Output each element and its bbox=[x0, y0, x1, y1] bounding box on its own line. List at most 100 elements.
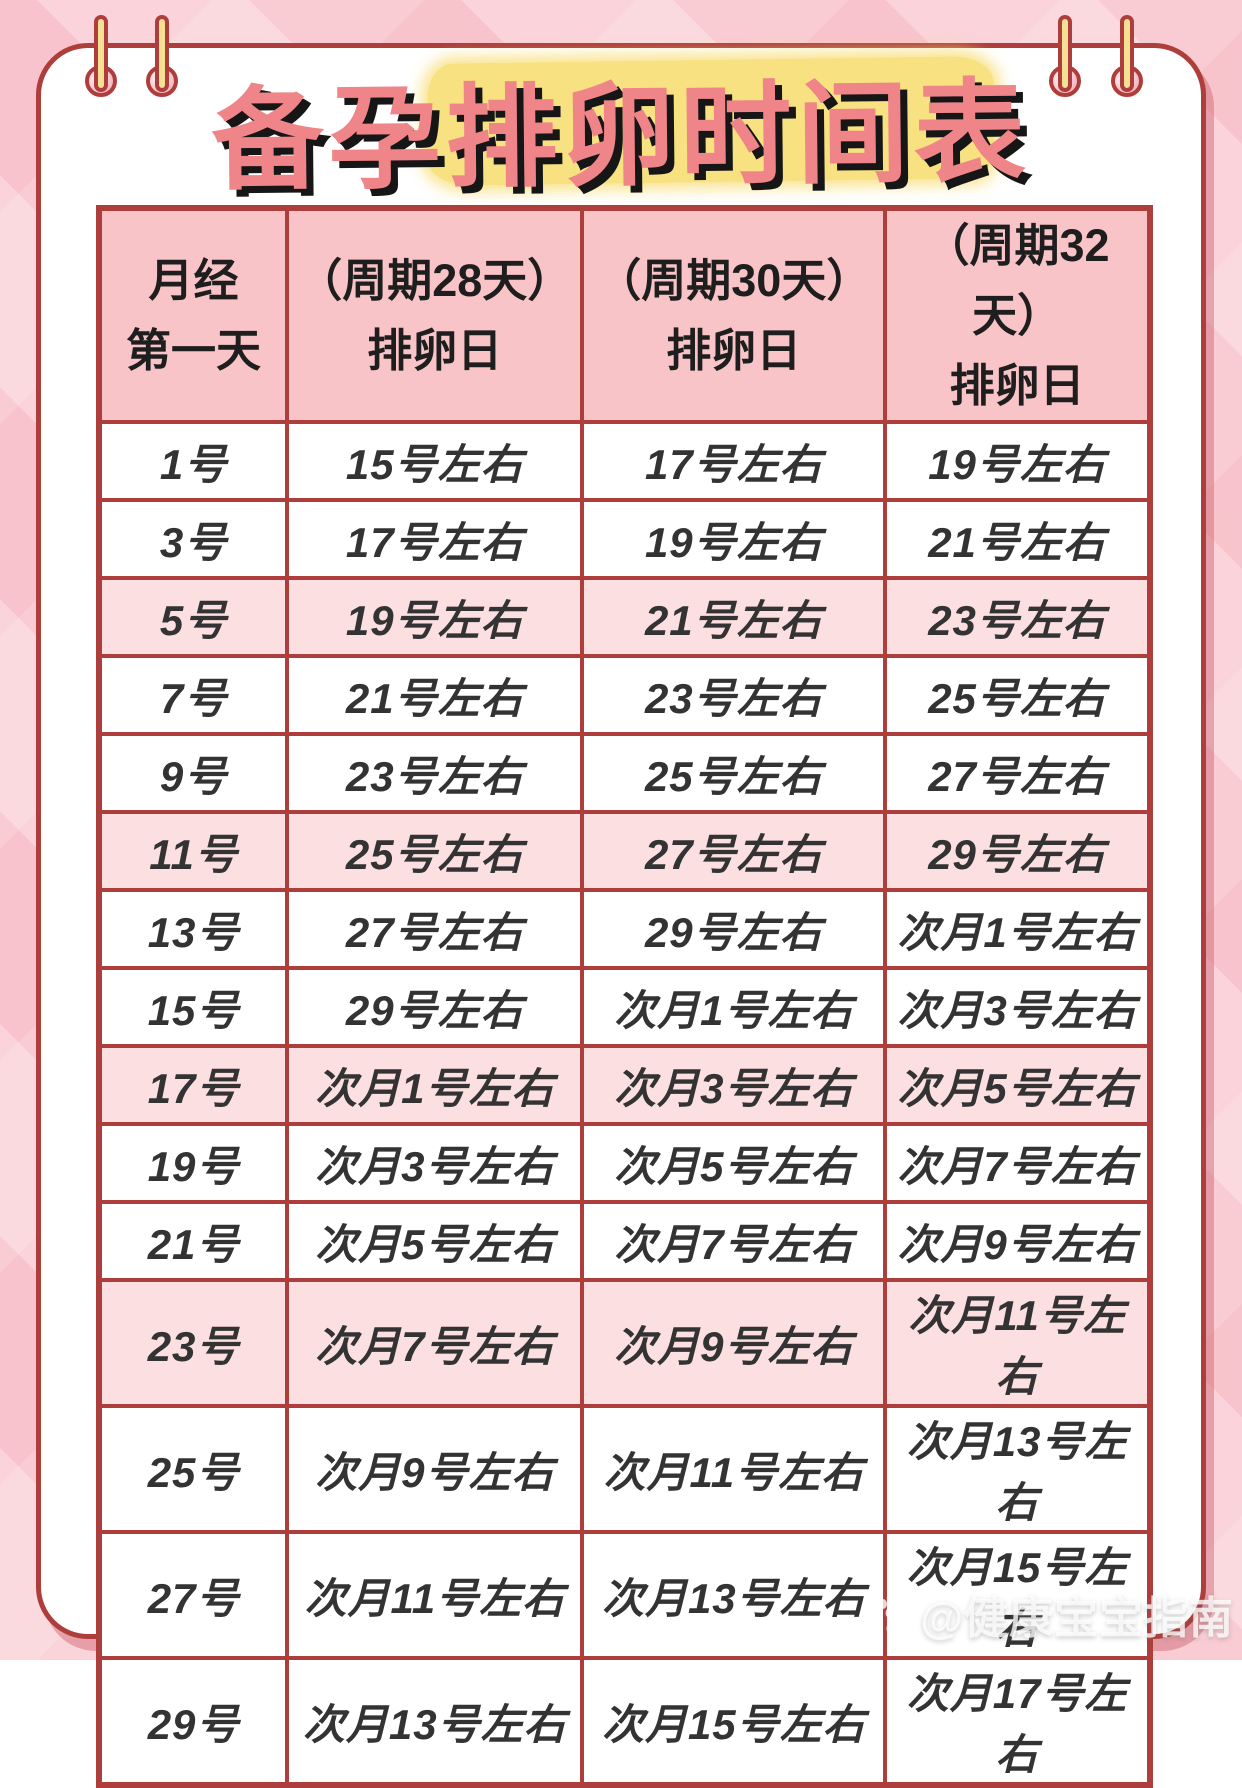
cell-period-day: 7号 bbox=[96, 654, 290, 737]
cell-ovulation-c30: 次月11号左右 bbox=[580, 1404, 888, 1535]
ovulation-table: 月经 第一天 （周期28天） 排卵日 （周期30天） 排卵日 （周期32天） 排… bbox=[96, 205, 1153, 1788]
cell-ovulation-c30: 21号左右 bbox=[580, 576, 888, 659]
ring-stem-icon bbox=[155, 15, 169, 92]
watermark-icon-label: du bbox=[885, 1618, 907, 1637]
cell-period-day: 11号 bbox=[96, 810, 290, 893]
cell-ovulation-c30: 19号左右 bbox=[580, 498, 888, 581]
col-header-cycle-30: （周期30天） 排卵日 bbox=[580, 205, 888, 425]
cell-period-day: 25号 bbox=[96, 1404, 290, 1535]
cell-ovulation-c28: 次月13号左右 bbox=[285, 1656, 585, 1788]
cell-ovulation-c32: 21号左右 bbox=[883, 498, 1152, 581]
table-row: 3号 17号左右 19号左右 21号左右 bbox=[96, 498, 1152, 581]
cell-period-day: 3号 bbox=[96, 498, 290, 581]
cell-ovulation-c30: 23号左右 bbox=[580, 654, 888, 737]
col-header-line: （周期32天） bbox=[924, 220, 1110, 341]
cell-ovulation-c32: 次月5号左右 bbox=[883, 1044, 1152, 1127]
cell-ovulation-c32: 次月13号左右 bbox=[883, 1404, 1152, 1535]
cell-period-day: 15号 bbox=[96, 966, 290, 1049]
cell-period-day: 17号 bbox=[96, 1044, 290, 1127]
binder-ring bbox=[1111, 0, 1151, 110]
cell-period-day: 1号 bbox=[96, 420, 290, 503]
col-header-cycle-28: （周期28天） 排卵日 bbox=[285, 205, 585, 425]
table-row: 15号 29号左右 次月1号左右 次月3号左右 bbox=[96, 966, 1152, 1049]
cell-ovulation-c28: 25号左右 bbox=[285, 810, 585, 893]
cell-ovulation-c32: 19号左右 bbox=[883, 420, 1152, 503]
cell-ovulation-c30: 17号左右 bbox=[580, 420, 888, 503]
table-row: 5号 19号左右 21号左右 23号左右 bbox=[96, 576, 1152, 659]
col-header-cycle-32: （周期32天） 排卵日 bbox=[883, 205, 1152, 425]
cell-ovulation-c30: 次月3号左右 bbox=[580, 1044, 888, 1127]
table-row: 29号 次月13号左右 次月15号左右 次月17号左右 bbox=[96, 1656, 1152, 1788]
cell-ovulation-c32: 次月3号左右 bbox=[883, 966, 1152, 1049]
col-header-line: 月经 bbox=[148, 254, 239, 306]
cell-ovulation-c30: 29号左右 bbox=[580, 888, 888, 971]
cell-ovulation-c30: 次月15号左右 bbox=[580, 1656, 888, 1788]
cell-ovulation-c28: 次月11号左右 bbox=[285, 1530, 585, 1661]
cell-ovulation-c28: 次月5号左右 bbox=[285, 1200, 585, 1283]
table-body: 1号 15号左右 17号左右 19号左右 3号 17号左右 19号左右 21号左… bbox=[96, 420, 1152, 1788]
cell-ovulation-c28: 次月7号左右 bbox=[285, 1278, 585, 1409]
cell-ovulation-c32: 次月17号左右 bbox=[883, 1656, 1152, 1788]
table-row: 27号 次月11号左右 次月13号左右 次月15号左右 bbox=[96, 1530, 1152, 1661]
table-row: 7号 21号左右 23号左右 25号左右 bbox=[96, 654, 1152, 737]
cell-ovulation-c28: 17号左右 bbox=[285, 498, 585, 581]
cell-period-day: 9号 bbox=[96, 732, 290, 815]
ring-stem-icon bbox=[1120, 15, 1134, 92]
table-container: 月经 第一天 （周期28天） 排卵日 （周期30天） 排卵日 （周期32天） 排… bbox=[96, 205, 1153, 1788]
table-row: 11号 25号左右 27号左右 29号左右 bbox=[96, 810, 1152, 893]
cell-ovulation-c32: 次月7号左右 bbox=[883, 1122, 1152, 1205]
paw-icon: du bbox=[877, 1592, 915, 1636]
table-row: 21号 次月5号左右 次月7号左右 次月9号左右 bbox=[96, 1200, 1152, 1283]
cell-ovulation-c32: 次月15号左右 bbox=[883, 1530, 1152, 1661]
cell-ovulation-c30: 次月9号左右 bbox=[580, 1278, 888, 1409]
cell-ovulation-c28: 次月3号左右 bbox=[285, 1122, 585, 1205]
header-row: 月经 第一天 （周期28天） 排卵日 （周期30天） 排卵日 （周期32天） 排… bbox=[96, 205, 1152, 425]
cell-ovulation-c32: 23号左右 bbox=[883, 576, 1152, 659]
cell-ovulation-c32: 29号左右 bbox=[883, 810, 1152, 893]
cell-ovulation-c30: 次月5号左右 bbox=[580, 1122, 888, 1205]
table-row: 9号 23号左右 25号左右 27号左右 bbox=[96, 732, 1152, 815]
watermark: du @健康宝宝指南 bbox=[877, 1582, 1234, 1646]
cell-ovulation-c32: 27号左右 bbox=[883, 732, 1152, 815]
cell-ovulation-c30: 次月13号左右 bbox=[580, 1530, 888, 1661]
cell-ovulation-c30: 次月1号左右 bbox=[580, 966, 888, 1049]
cell-period-day: 27号 bbox=[96, 1530, 290, 1661]
cell-ovulation-c28: 次月1号左右 bbox=[285, 1044, 585, 1127]
cell-period-day: 23号 bbox=[96, 1278, 290, 1409]
cell-ovulation-c28: 29号左右 bbox=[285, 966, 585, 1049]
cell-period-day: 13号 bbox=[96, 888, 290, 971]
cell-ovulation-c32: 次月9号左右 bbox=[883, 1200, 1152, 1283]
cell-period-day: 29号 bbox=[96, 1656, 290, 1788]
binder-ring bbox=[146, 0, 186, 110]
cell-ovulation-c28: 15号左右 bbox=[285, 420, 585, 503]
cell-ovulation-c32: 次月11号左右 bbox=[883, 1278, 1152, 1409]
cell-ovulation-c28: 27号左右 bbox=[285, 888, 585, 971]
table-row: 13号 27号左右 29号左右 次月1号左右 bbox=[96, 888, 1152, 971]
cell-ovulation-c28: 19号左右 bbox=[285, 576, 585, 659]
col-header-line: （周期28天） bbox=[297, 254, 573, 306]
col-header-line: 排卵日 bbox=[949, 359, 1085, 411]
cell-ovulation-c28: 21号左右 bbox=[285, 654, 585, 737]
table-row: 1号 15号左右 17号左右 19号左右 bbox=[96, 420, 1152, 503]
ring-stem-icon bbox=[1058, 15, 1072, 92]
table-row: 23号 次月7号左右 次月9号左右 次月11号左右 bbox=[96, 1278, 1152, 1409]
cell-ovulation-c32: 25号左右 bbox=[883, 654, 1152, 737]
cell-period-day: 5号 bbox=[96, 576, 290, 659]
binder-ring bbox=[85, 0, 125, 110]
col-header-line: （周期30天） bbox=[596, 254, 872, 306]
cell-ovulation-c30: 27号左右 bbox=[580, 810, 888, 893]
watermark-handle: @健康宝宝指南 bbox=[920, 1594, 1234, 1643]
col-header-line: 排卵日 bbox=[666, 324, 802, 376]
cell-ovulation-c28: 次月9号左右 bbox=[285, 1404, 585, 1535]
cell-ovulation-c30: 25号左右 bbox=[580, 732, 888, 815]
cell-ovulation-c32: 次月1号左右 bbox=[883, 888, 1152, 971]
col-header-line: 第一天 bbox=[126, 324, 262, 376]
cell-period-day: 21号 bbox=[96, 1200, 290, 1283]
cell-ovulation-c30: 次月7号左右 bbox=[580, 1200, 888, 1283]
ring-stem-icon bbox=[94, 15, 108, 92]
cell-ovulation-c28: 23号左右 bbox=[285, 732, 585, 815]
col-header-period-first-day: 月经 第一天 bbox=[96, 205, 290, 425]
binder-ring bbox=[1049, 0, 1089, 110]
table-row: 25号 次月9号左右 次月11号左右 次月13号左右 bbox=[96, 1404, 1152, 1535]
